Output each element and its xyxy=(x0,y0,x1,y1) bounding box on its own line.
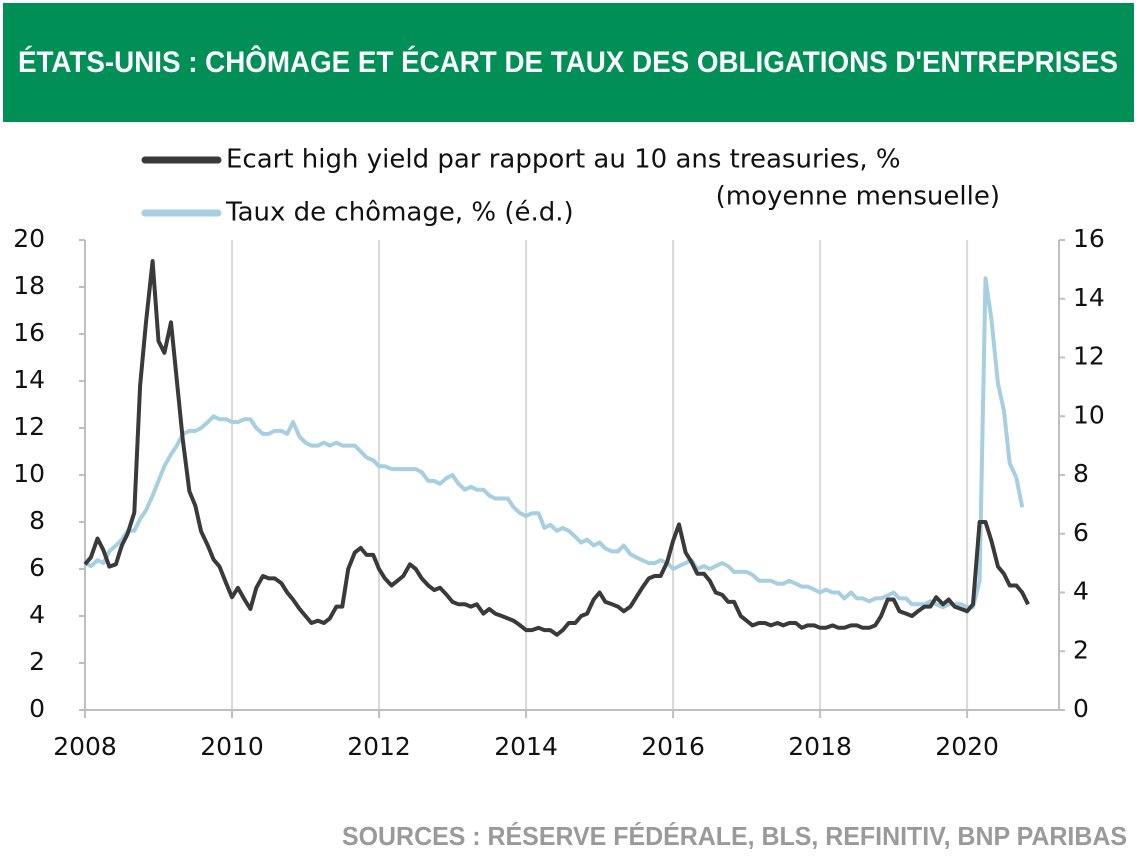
y2-tick-label: 12 xyxy=(1073,342,1105,371)
y2-tick-label: 10 xyxy=(1073,400,1105,429)
chart-title: ÉTATS-UNIS : CHÔMAGE ET ÉCART DE TAUX DE… xyxy=(18,45,1118,79)
y2-tick-label: 14 xyxy=(1073,283,1105,312)
x-tick-label: 2020 xyxy=(935,732,999,761)
y-tick-label: 10 xyxy=(13,459,45,488)
y-tick-label: 16 xyxy=(13,318,45,347)
x-tick-label: 2012 xyxy=(347,732,411,761)
y-tick-label: 20 xyxy=(13,224,45,253)
x-tick-label: 2008 xyxy=(53,732,117,761)
y-tick-label: 0 xyxy=(29,694,45,723)
y-tick-label: 4 xyxy=(29,600,45,629)
x-tick-label: 2018 xyxy=(788,732,852,761)
source: SOURCES : RÉSERVE FÉDÉRALE, BLS, REFINIT… xyxy=(342,821,1127,851)
y-tick-label: 12 xyxy=(13,412,45,441)
y2-tick-label: 4 xyxy=(1073,577,1089,606)
y2-tick-label: 2 xyxy=(1073,635,1089,664)
series-line xyxy=(83,259,1030,637)
x-tick-label: 2010 xyxy=(200,732,264,761)
x-tick-label: 2016 xyxy=(641,732,705,761)
legend-label: Taux de chômage, % (é.d.) xyxy=(225,198,574,228)
y2-tick-label: 8 xyxy=(1073,459,1089,488)
legend-label: Ecart high yield par rapport au 10 ans t… xyxy=(226,145,901,175)
y-tick-label: 6 xyxy=(29,553,45,582)
y-tick-label: 14 xyxy=(13,365,45,394)
y-tick-label: 2 xyxy=(29,647,45,676)
series-line xyxy=(84,276,1025,610)
y2-tick-label: 0 xyxy=(1073,694,1089,723)
y2-tick-label: 16 xyxy=(1073,224,1105,253)
y-tick-label: 18 xyxy=(13,271,45,300)
legend-note: (moyenne mensuelle) xyxy=(716,182,1000,212)
x-tick-label: 2014 xyxy=(494,732,558,761)
y-tick-label: 8 xyxy=(29,506,45,535)
title-band xyxy=(3,3,1134,122)
y2-tick-label: 6 xyxy=(1073,518,1089,547)
